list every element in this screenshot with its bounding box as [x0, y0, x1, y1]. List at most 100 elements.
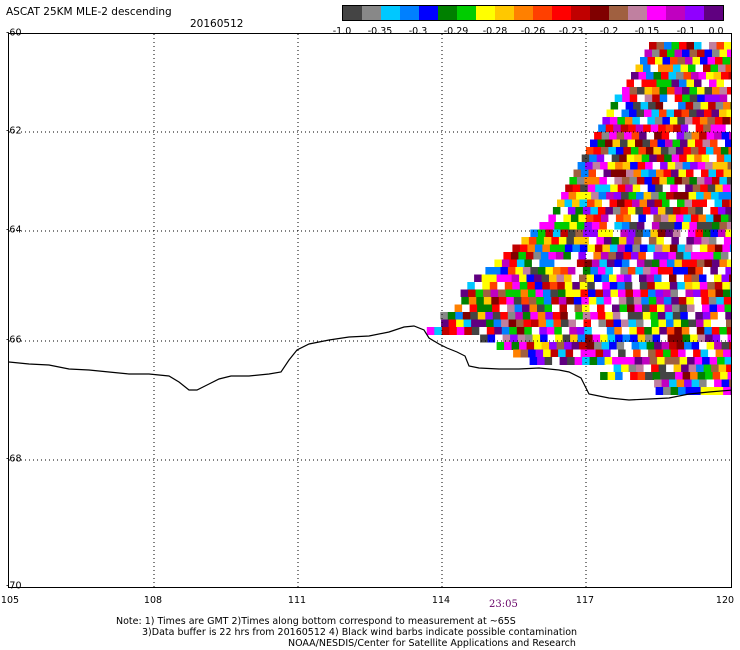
wind-cell: [527, 282, 536, 290]
wind-cell: [616, 132, 625, 140]
wind-cell: [700, 102, 709, 110]
wind-cell: [492, 304, 501, 313]
wind-cell: [584, 327, 593, 335]
wind-cell: [506, 297, 515, 305]
wind-cell: [578, 214, 587, 223]
wind-cell: [676, 132, 685, 140]
wind-cell: [635, 267, 644, 275]
wind-cell: [484, 304, 493, 313]
wind-cell: [634, 79, 642, 88]
wind-cell: [690, 214, 699, 223]
wind-cell: [644, 222, 653, 230]
wind-cell: [642, 357, 651, 365]
wind-cell: [575, 312, 584, 320]
wind-cell: [639, 274, 647, 283]
wind-cell: [671, 42, 680, 50]
wind-cell: [732, 42, 733, 50]
wind-cell: [659, 87, 668, 95]
wind-cell: [716, 169, 724, 178]
wind-cell: [701, 79, 710, 88]
wind-cell: [729, 244, 731, 253]
wind-cell: [591, 222, 600, 230]
wind-cell: [561, 259, 570, 268]
wind-cell: [558, 297, 567, 305]
wind-cell: [657, 304, 665, 313]
wind-cell: [714, 274, 722, 283]
wind-cell: [576, 192, 585, 200]
wind-cell: [713, 72, 722, 80]
wind-cell: [543, 237, 552, 245]
wind-cell: [678, 297, 687, 305]
wind-cell: [721, 132, 730, 140]
wind-cell: [681, 259, 690, 268]
wind-cell: [676, 274, 685, 283]
wind-cell: [646, 342, 655, 350]
wind-cell: [619, 154, 628, 163]
wind-cell: [626, 237, 635, 245]
wind-cell: [537, 304, 545, 313]
colorbar-swatch: [457, 6, 476, 20]
wind-cell: [723, 297, 731, 305]
wind-cell: [669, 282, 678, 290]
lat-label: -68: [6, 453, 22, 465]
wind-cell: [696, 222, 705, 230]
wind-cell: [613, 192, 622, 200]
wind-cell: [673, 192, 682, 200]
colorbar-label: 0.0: [708, 26, 724, 37]
wind-cell: [702, 267, 711, 275]
wind-cell: [615, 214, 624, 223]
graticule: [9, 34, 731, 587]
wind-cell: [648, 102, 657, 110]
wind-cell: [679, 42, 687, 50]
wind-cell: [591, 259, 600, 268]
wind-cell: [567, 304, 575, 313]
wind-cell: [660, 162, 669, 170]
wind-cell: [698, 252, 707, 260]
wind-cell: [560, 207, 569, 215]
wind-cell: [662, 57, 671, 65]
wind-cell: [601, 342, 610, 350]
wind-cell: [647, 244, 656, 253]
wind-cell: [528, 289, 536, 298]
wind-cell: [672, 229, 681, 238]
wind-cell: [651, 192, 660, 200]
wind-cell: [668, 214, 677, 223]
wind-cell: [640, 349, 649, 358]
wind-cell: [448, 319, 457, 328]
wind-cell: [657, 139, 666, 148]
wind-cell: [606, 222, 615, 230]
wind-cell: [658, 192, 667, 200]
wind-cell: [534, 244, 543, 253]
wind-cell: [658, 364, 667, 373]
lat-label: -64: [6, 224, 22, 236]
wind-cell: [555, 214, 564, 223]
wind-cell: [670, 387, 679, 395]
wind-cell: [549, 244, 558, 253]
wind-cell: [689, 327, 698, 335]
wind-cell: [639, 132, 648, 140]
wind-cell: [570, 214, 579, 223]
wind-cell: [555, 252, 564, 260]
wind-cell: [716, 237, 725, 245]
wind-cell: [653, 147, 662, 155]
wind-cell: [441, 327, 450, 335]
wind-cell: [494, 327, 503, 335]
wind-cell: [526, 342, 535, 350]
wind-cell: [629, 177, 638, 185]
wind-cell: [727, 372, 731, 380]
wind-cell: [696, 364, 705, 373]
colorbar-swatch: [704, 6, 723, 20]
wind-cell: [715, 349, 724, 358]
wind-cell: [662, 184, 671, 193]
wind-cell: [645, 147, 654, 155]
wind-cell: [689, 109, 697, 118]
wind-cell: [561, 327, 570, 335]
wind-cell: [573, 169, 582, 178]
wind-cell: [570, 334, 579, 343]
wind-cell: [662, 117, 671, 125]
wind-cell: [528, 349, 537, 358]
wind-cell: [625, 184, 634, 193]
wind-cell: [630, 334, 639, 343]
wind-cell: [519, 244, 528, 253]
wind-cell: [627, 357, 636, 365]
